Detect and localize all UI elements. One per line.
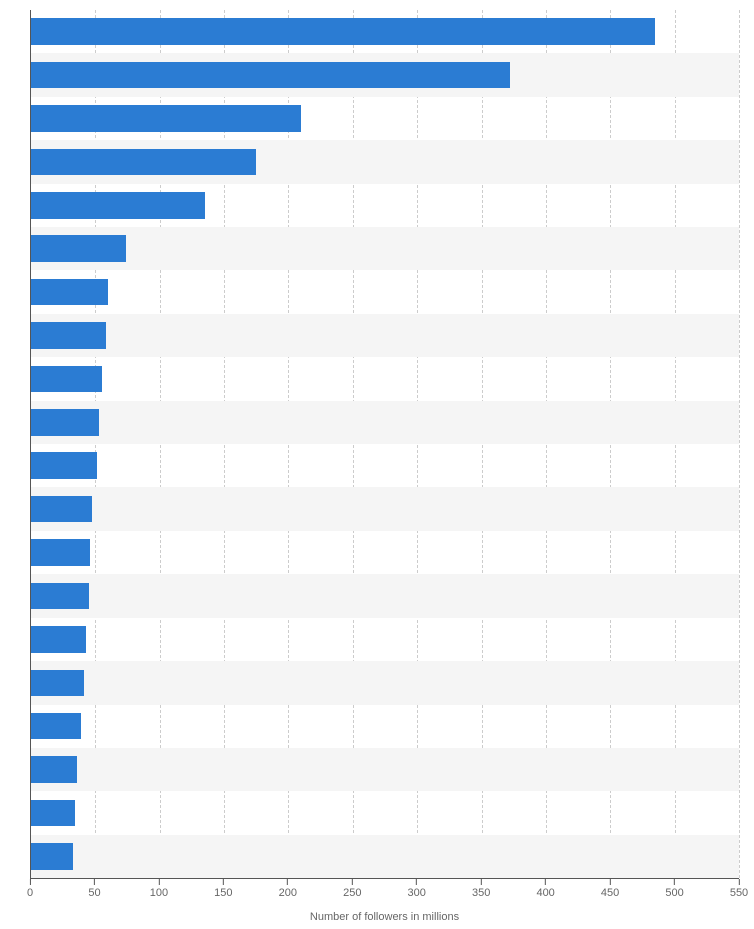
chart-container: Number of followers in millions 0 50 100 15…	[0, 0, 754, 929]
x-tick-label: 450	[601, 887, 619, 899]
bar	[31, 192, 205, 219]
x-tick-label: 150	[214, 887, 232, 899]
tick-mark	[738, 879, 739, 885]
x-axis-label: Number of followers in millions	[30, 911, 739, 923]
bar-row	[31, 661, 739, 704]
bar	[31, 322, 106, 349]
x-tick-label: 200	[279, 887, 297, 899]
bar	[31, 149, 256, 176]
bar	[31, 626, 86, 653]
x-tick: 0	[27, 879, 33, 899]
bar-row	[31, 748, 739, 791]
bar-row	[31, 227, 739, 270]
tick-mark	[352, 879, 353, 885]
bar-row	[31, 618, 739, 661]
x-tick-label: 550	[730, 887, 748, 899]
x-tick-label: 100	[150, 887, 168, 899]
bar-row	[31, 705, 739, 748]
tick-mark	[416, 879, 417, 885]
tick-mark	[287, 879, 288, 885]
bar-row	[31, 401, 739, 444]
x-tick-label: 250	[343, 887, 361, 899]
bar	[31, 670, 84, 697]
x-tick: 350	[472, 879, 490, 899]
bar-row	[31, 10, 739, 53]
bar-row	[31, 835, 739, 878]
bar	[31, 62, 510, 89]
bar	[31, 366, 102, 393]
x-tick: 100	[150, 879, 168, 899]
x-tick-label: 0	[27, 887, 33, 899]
bar	[31, 713, 81, 740]
bar-row	[31, 140, 739, 183]
x-tick: 400	[536, 879, 554, 899]
tick-mark	[674, 879, 675, 885]
bar	[31, 18, 655, 45]
plot-area	[30, 10, 739, 879]
bar	[31, 583, 89, 610]
tick-mark	[610, 879, 611, 885]
tick-mark	[158, 879, 159, 885]
x-tick: 500	[665, 879, 683, 899]
bar-row	[31, 270, 739, 313]
x-tick: 250	[343, 879, 361, 899]
bar-row	[31, 531, 739, 574]
bar	[31, 496, 92, 523]
tick-mark	[481, 879, 482, 885]
bar	[31, 105, 301, 132]
bar	[31, 235, 126, 262]
bars-group	[31, 10, 739, 878]
x-tick-label: 300	[408, 887, 426, 899]
tick-mark	[30, 879, 31, 885]
bar	[31, 279, 108, 306]
x-tick: 150	[214, 879, 232, 899]
bar	[31, 409, 99, 436]
x-axis: Number of followers in millions 0 50 100 15…	[30, 879, 739, 929]
x-tick: 200	[279, 879, 297, 899]
x-tick: 50	[88, 879, 100, 899]
bar	[31, 800, 75, 827]
bar-row	[31, 357, 739, 400]
x-tick: 550	[730, 879, 748, 899]
tick-mark	[94, 879, 95, 885]
bar	[31, 452, 97, 479]
x-tick-label: 350	[472, 887, 490, 899]
x-tick: 300	[408, 879, 426, 899]
bar-row	[31, 791, 739, 834]
x-tick-label: 500	[665, 887, 683, 899]
bar-row	[31, 53, 739, 96]
x-tick-label: 50	[88, 887, 100, 899]
bar-row	[31, 97, 739, 140]
bar-row	[31, 487, 739, 530]
tick-mark	[545, 879, 546, 885]
tick-mark	[223, 879, 224, 885]
bar-row	[31, 574, 739, 617]
bar	[31, 756, 77, 783]
bar-row	[31, 444, 739, 487]
x-tick: 450	[601, 879, 619, 899]
bar	[31, 843, 73, 870]
x-tick-label: 400	[536, 887, 554, 899]
gridline	[739, 10, 740, 878]
bar-row	[31, 184, 739, 227]
bar-row	[31, 314, 739, 357]
bar	[31, 539, 90, 566]
